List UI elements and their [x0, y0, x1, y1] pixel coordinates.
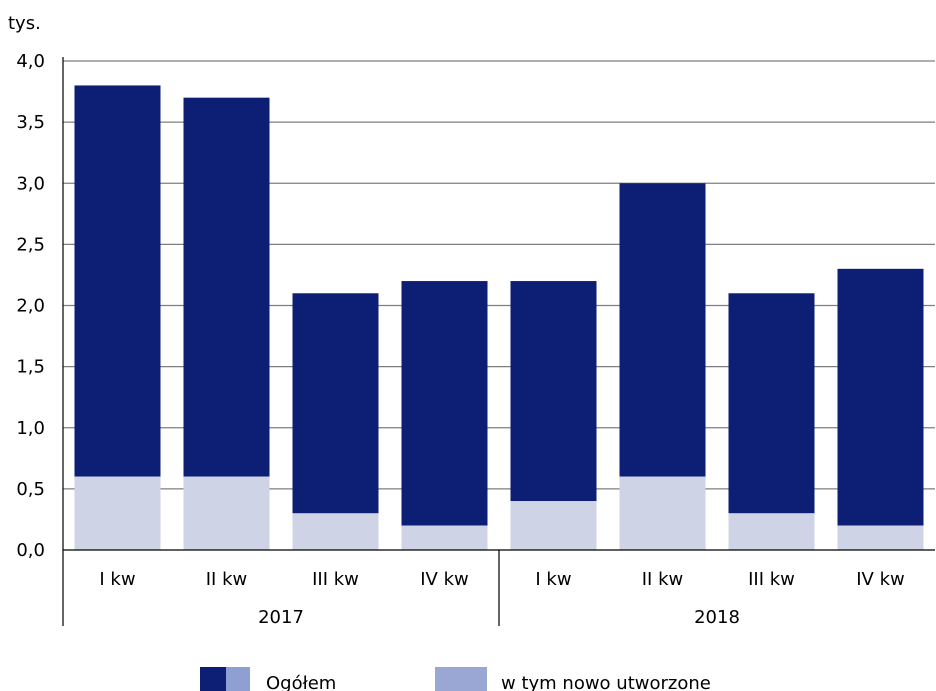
x-category-label: I kw — [535, 569, 571, 590]
legend: Ogółem w tym nowo utworzone — [200, 667, 711, 691]
bar-new-created — [74, 476, 161, 550]
y-tick-label: 4,0 — [16, 51, 45, 72]
bar-new-created — [292, 513, 379, 550]
y-tick-label: 0,5 — [16, 479, 45, 500]
bar-total — [837, 268, 924, 526]
x-category-label: IV kw — [856, 569, 905, 590]
bar-new-created — [619, 476, 706, 550]
legend-label-new: w tym nowo utworzone — [501, 673, 711, 691]
x-category-label: I kw — [99, 569, 135, 590]
legend-swatch-total-light — [226, 667, 250, 691]
bar-total — [510, 281, 597, 502]
bar-total — [728, 293, 815, 514]
y-tick-label: 1,0 — [16, 418, 45, 439]
bar-new-created — [837, 525, 924, 550]
x-group-label: 2018 — [694, 607, 740, 628]
x-group-label: 2017 — [258, 607, 304, 628]
bar-new-created — [510, 501, 597, 550]
y-tick-label: 0,0 — [16, 540, 45, 561]
bar-new-created — [401, 525, 488, 550]
legend-swatch-total-dark — [200, 667, 226, 691]
bar-new-created — [183, 476, 270, 550]
x-axis-group-labels: 2017 2018 — [258, 550, 740, 628]
y-axis-tick-labels: 0,0 0,5 1,0 1,5 2,0 2,5 3,0 3,5 4,0 — [16, 51, 45, 561]
y-tick-label: 2,5 — [16, 234, 45, 255]
y-tick-label: 3,0 — [16, 173, 45, 194]
x-category-label: IV kw — [420, 569, 469, 590]
unit-label: tys. — [8, 13, 41, 34]
bar-new-created — [728, 513, 815, 550]
bar-total — [183, 97, 270, 477]
bar-total — [619, 183, 706, 477]
legend-swatch-new — [435, 667, 487, 691]
bar-total — [292, 293, 379, 514]
y-tick-label: 3,5 — [16, 112, 45, 133]
y-tick-label: 2,0 — [16, 296, 45, 317]
y-tick-label: 1,5 — [16, 357, 45, 378]
x-category-label: III kw — [748, 569, 795, 590]
x-category-label: II kw — [642, 569, 683, 590]
bars — [74, 85, 924, 550]
x-axis-category-labels: I kw II kw III kw IV kw I kw II kw III kw IV kw — [99, 569, 904, 590]
x-category-label: II kw — [206, 569, 247, 590]
x-category-label: III kw — [312, 569, 359, 590]
legend-label-total: Ogółem — [266, 673, 336, 691]
bar-total — [401, 281, 488, 526]
bar-total — [74, 85, 161, 477]
